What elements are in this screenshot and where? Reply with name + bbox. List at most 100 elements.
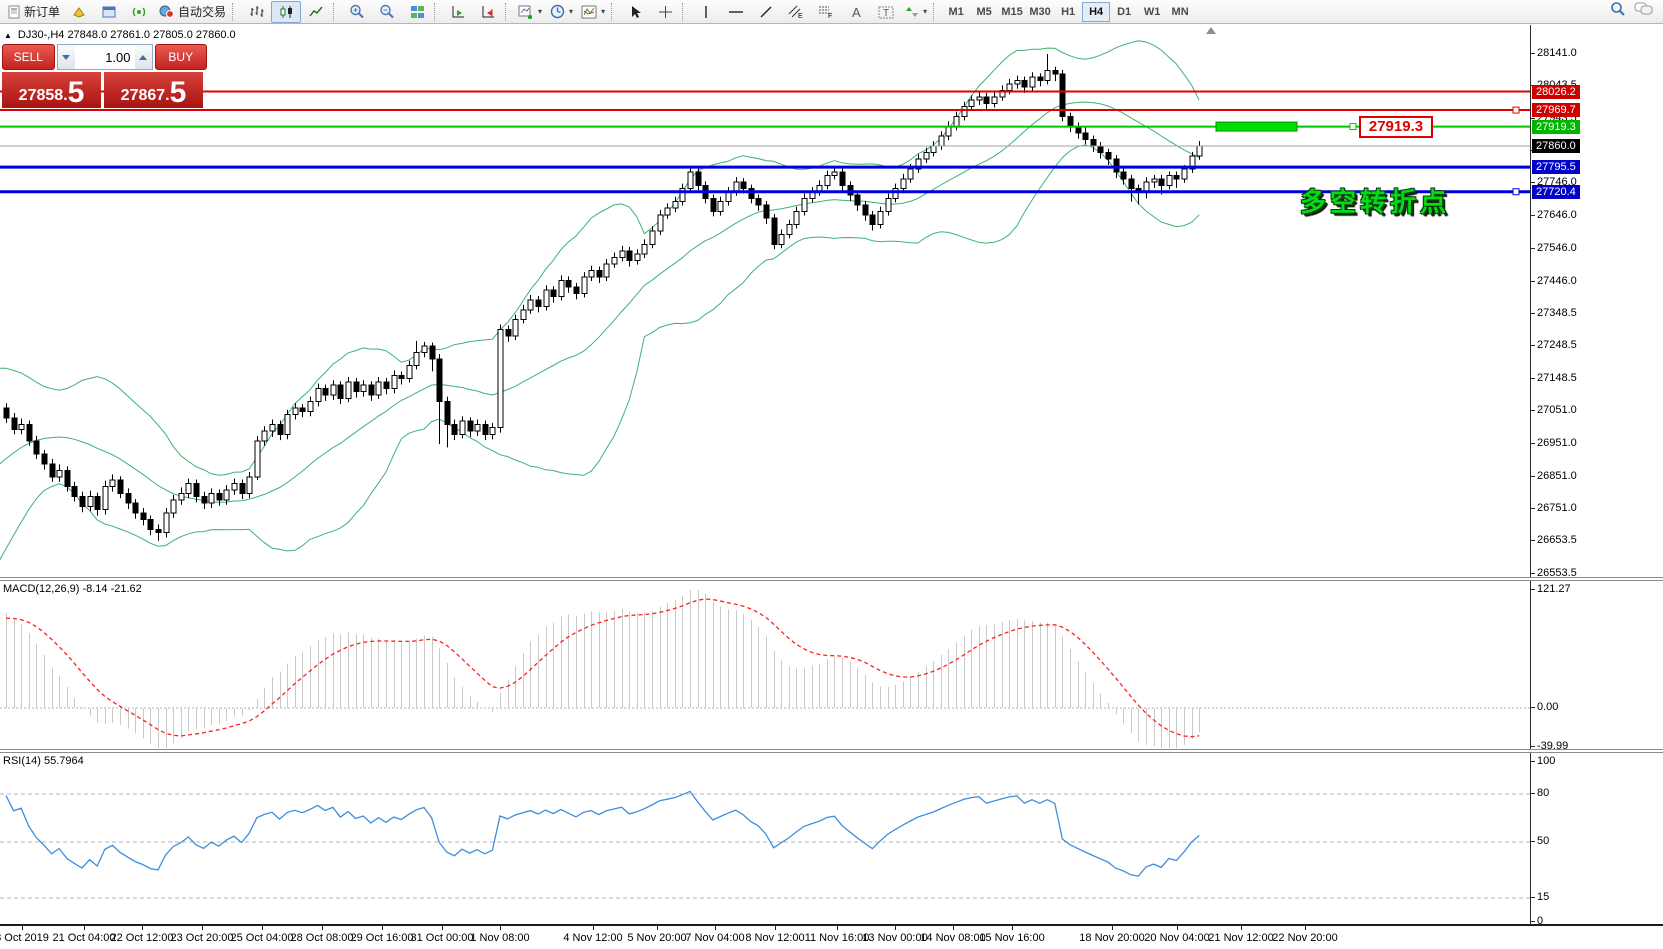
macd-window-splitter[interactable] — [0, 577, 1663, 581]
bearish-candle — [444, 401, 451, 425]
chart-shift-marker-icon[interactable] — [1206, 27, 1216, 34]
text-button[interactable]: A — [841, 1, 871, 23]
tab-timeframe-mn[interactable]: MN — [1171, 5, 1189, 18]
price-tag-27919.3: 27919.3 — [1532, 119, 1580, 134]
bearish-candle — [710, 197, 717, 213]
sell-price-main: 27858 — [18, 87, 64, 104]
crosshair-button[interactable] — [650, 1, 680, 23]
volume-input[interactable] — [74, 45, 135, 69]
tab-timeframe-m30[interactable]: M30 — [1029, 5, 1051, 18]
text-label-icon: T — [878, 5, 894, 19]
candlestick-chart-icon — [279, 5, 294, 19]
market-window-button[interactable] — [94, 1, 124, 23]
fibonacci-button[interactable]: F — [811, 1, 841, 23]
bearish-candle — [41, 453, 48, 465]
price-callout-label[interactable]: 27919.3 — [1359, 115, 1433, 138]
vertical-line-icon — [701, 5, 711, 19]
toolbar-separator — [333, 2, 338, 21]
text-label-button[interactable]: T — [871, 1, 901, 23]
bearish-candle — [79, 496, 86, 507]
tab-timeframe-w1[interactable]: W1 — [1143, 5, 1161, 18]
periods-button[interactable]: ▾ — [546, 1, 577, 23]
bullish-candle — [953, 116, 960, 127]
tab-timeframe-m5[interactable]: M5 — [976, 5, 992, 18]
autotrading-button[interactable]: 自动交易 — [154, 1, 230, 23]
equidistant-channel-button[interactable]: E — [781, 1, 811, 23]
signals-button[interactable] — [124, 1, 154, 23]
symbol-ohlc-text: DJ30-,H4 27848.0 27861.0 27805.0 27860.0 — [17, 29, 236, 41]
tab-timeframe-m15[interactable]: M15 — [1001, 5, 1023, 18]
time-axis-label: 4 Nov 12:00 — [563, 932, 623, 944]
bullish-candle — [170, 499, 177, 514]
bar-chart-button[interactable] — [241, 1, 271, 23]
zoom-out-button[interactable] — [372, 1, 402, 23]
bearish-candle — [1021, 79, 1028, 88]
window-icon — [101, 5, 117, 19]
candlestick-chart-button[interactable] — [271, 0, 302, 23]
time-axis-label: 14 Nov 08:00 — [920, 932, 986, 944]
bullish-candle — [1189, 155, 1196, 170]
new-order-button[interactable]: 新订单 — [3, 1, 64, 23]
rsi-window — [0, 790, 1530, 899]
channel-icon: E — [788, 4, 804, 19]
buy-price-quote[interactable]: 27867. 5 — [104, 72, 203, 108]
bearish-candle — [26, 423, 33, 442]
time-axis[interactable]: 8 Oct 2019 21 Oct 04:00 22 Oct 12:00 23 Oct… — [0, 924, 1663, 949]
chinese-annotation-text[interactable]: 多空转折点 — [1300, 187, 1451, 217]
price-axis-tick: 26851.0 — [1531, 469, 1577, 482]
bearish-candle — [299, 407, 306, 412]
tab-timeframe-m1[interactable]: M1 — [948, 5, 964, 18]
arrows-button[interactable]: ▾ — [901, 1, 931, 23]
sell-price-quote[interactable]: 27858. 5 — [2, 72, 101, 108]
time-axis-label: 18 Nov 20:00 — [1079, 932, 1145, 944]
tab-timeframe-h1[interactable]: H1 — [1061, 5, 1076, 18]
bearish-candle — [983, 96, 990, 104]
bullish-candle — [961, 106, 968, 118]
time-tick — [142, 926, 143, 930]
sell-button[interactable]: SELL — [2, 44, 55, 70]
new-chart-button[interactable]: ▾ — [514, 1, 546, 23]
line-handle[interactable] — [1349, 123, 1357, 131]
auto-scroll-icon — [451, 5, 466, 19]
horizontal-line-button[interactable] — [721, 1, 751, 23]
volume-decrease-button[interactable] — [57, 45, 75, 69]
time-tick — [382, 926, 383, 930]
chat-icon[interactable] — [1634, 1, 1654, 22]
chart-canvas[interactable] — [0, 0, 1530, 925]
green-highlight-zone[interactable] — [1215, 121, 1298, 132]
decimal-point: . — [63, 87, 68, 104]
collapse-arrow-icon[interactable]: ▲ — [4, 30, 12, 40]
gold-button[interactable] — [64, 1, 94, 23]
zoom-in-button[interactable] — [342, 1, 372, 23]
cursor-button[interactable] — [620, 1, 650, 23]
tab-timeframe-h4[interactable]: H4 — [1082, 1, 1111, 22]
line-handle[interactable] — [1512, 188, 1520, 196]
bearish-candle — [535, 299, 542, 308]
bullish-candle — [391, 374, 398, 389]
price-axis[interactable]: 28141.028043.527943.527845.527746.027646… — [1530, 25, 1663, 927]
time-tick — [262, 926, 263, 930]
trendline-button[interactable] — [751, 1, 781, 23]
bullish-candle — [178, 492, 185, 501]
auto-scroll-button[interactable] — [443, 1, 473, 23]
vertical-line-button[interactable] — [691, 1, 721, 23]
rsi-label: RSI(14) 55.7964 — [3, 755, 84, 767]
bullish-candle — [512, 319, 519, 337]
buy-button[interactable]: BUY — [154, 44, 207, 70]
bearish-candle — [748, 188, 755, 199]
bearish-candle — [322, 387, 329, 396]
time-axis-label: 1 Nov 08:00 — [470, 932, 530, 944]
bullish-candle — [968, 99, 975, 108]
price-axis-tick: 26751.0 — [1531, 502, 1577, 515]
line-chart-button[interactable] — [301, 1, 331, 23]
templates-button[interactable]: ▾ — [577, 1, 609, 23]
line-handle[interactable] — [1512, 106, 1520, 114]
search-icon[interactable] — [1610, 1, 1626, 22]
bullish-candle — [413, 351, 420, 366]
chart-shift-button[interactable] — [473, 1, 503, 23]
rsi-window-splitter[interactable] — [0, 749, 1663, 753]
bearish-candle — [1067, 116, 1074, 127]
tile-windows-button[interactable] — [402, 1, 432, 23]
tab-timeframe-d1[interactable]: D1 — [1117, 5, 1132, 18]
volume-increase-button[interactable] — [134, 45, 152, 69]
